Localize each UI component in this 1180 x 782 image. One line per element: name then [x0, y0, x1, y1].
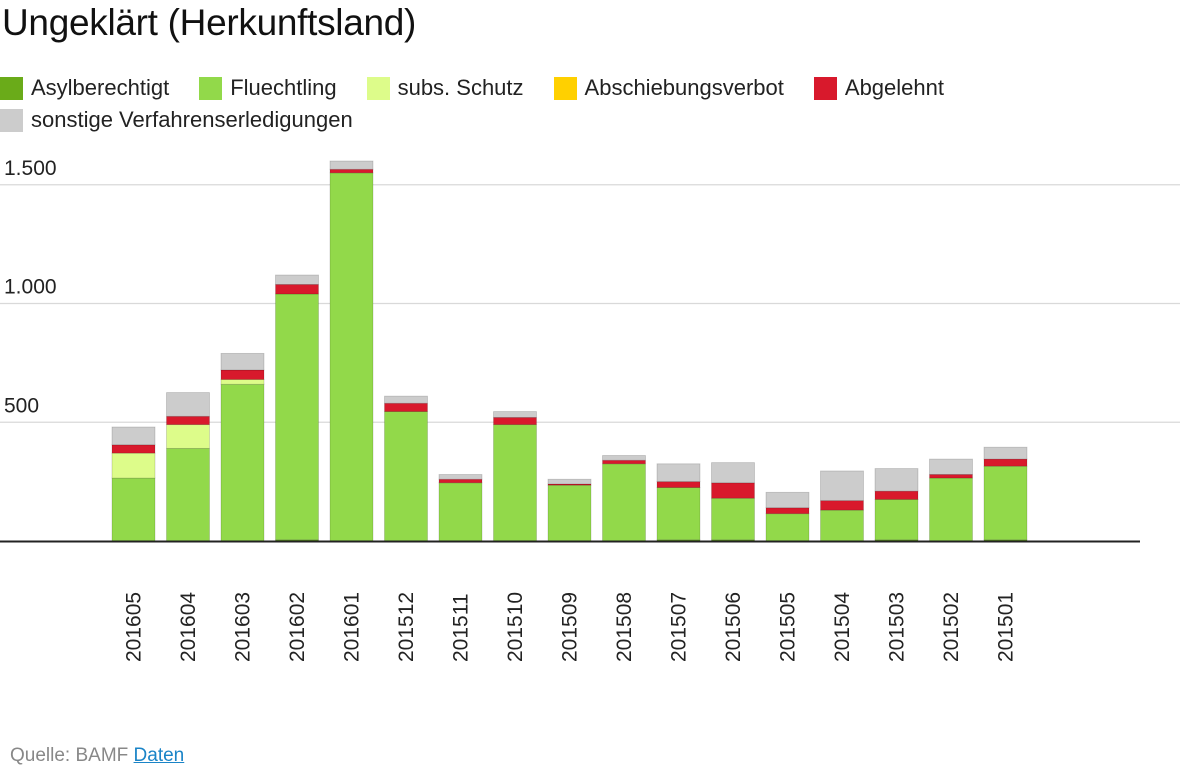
- bar-segment-abgelehnt[interactable]: [275, 284, 319, 295]
- bar-segment-sonstige-verfahrenserledigungen[interactable]: [384, 395, 428, 404]
- bar-segment-sonstige-verfahrenserledigungen[interactable]: [166, 392, 210, 417]
- legend-item-abschiebungsverbot[interactable]: Abschiebungsverbot: [553, 72, 784, 104]
- legend-item-fluechtling[interactable]: Fluechtling: [199, 72, 337, 104]
- bar-segment-abgelehnt[interactable]: [493, 417, 537, 426]
- bar-segment-sonstige-verfahrenserledigungen[interactable]: [656, 463, 701, 483]
- bar-segment-fluechtling[interactable]: [111, 477, 156, 542]
- bar-segment-fluechtling[interactable]: [929, 477, 973, 542]
- legend-swatch: [813, 76, 837, 100]
- bar-segment-fluechtling[interactable]: [602, 463, 646, 542]
- bar-segment-abgelehnt[interactable]: [874, 490, 919, 500]
- x-tick-label: 201506: [722, 592, 745, 662]
- bar-segment-abgelehnt[interactable]: [329, 168, 374, 174]
- bar-segment-fluechtling[interactable]: [656, 487, 701, 541]
- bar-segment-abgelehnt[interactable]: [820, 500, 864, 511]
- bar-segment-fluechtling[interactable]: [874, 499, 919, 541]
- bar-segment-fluechtling[interactable]: [384, 411, 428, 542]
- bar-segment-sonstige-verfahrenserledigungen[interactable]: [929, 458, 973, 475]
- bar-segment-abgelehnt[interactable]: [384, 402, 428, 412]
- bar-segment-abgelehnt[interactable]: [111, 444, 156, 454]
- x-tick-label: 201511: [450, 593, 473, 662]
- bar-segment-fluechtling[interactable]: [329, 172, 374, 542]
- legend-swatch: [0, 76, 23, 100]
- bar-segment-sonstige-verfahrenserledigungen[interactable]: [765, 491, 810, 509]
- bar-segment-sonstige-verfahrenserledigungen[interactable]: [820, 470, 864, 502]
- x-tick-label: 201510: [504, 592, 527, 662]
- bar-segment-sonstige-verfahrenserledigungen[interactable]: [220, 352, 265, 371]
- x-tick-label: 201603: [232, 592, 255, 662]
- x-tick-label: 201604: [177, 592, 200, 662]
- y-tick-label: 1.000: [4, 276, 57, 299]
- bar-segment-fluechtling[interactable]: [983, 465, 1028, 541]
- legend-swatch: [553, 76, 577, 100]
- x-tick-label: 201509: [559, 592, 582, 662]
- x-tick-label: 201508: [613, 592, 636, 662]
- source-link[interactable]: Daten: [133, 745, 185, 766]
- bar-segment-sonstige-verfahrenserledigungen[interactable]: [329, 160, 374, 170]
- bar-segment-sonstige-verfahrenserledigungen[interactable]: [111, 426, 156, 446]
- bar-segment-sonstige-verfahrenserledigungen[interactable]: [602, 455, 646, 461]
- bar-segment-fluechtling[interactable]: [275, 293, 319, 541]
- x-tick-label: 201502: [940, 592, 963, 662]
- bar-segment-sonstige-verfahrenserledigungen[interactable]: [275, 274, 319, 285]
- bar-segment-sonstige-verfahrenserledigungen[interactable]: [983, 446, 1028, 460]
- y-tick-label: 500: [4, 394, 39, 417]
- bar-segment-fluechtling[interactable]: [547, 484, 592, 542]
- bar-segment-sonstige-verfahrenserledigungen[interactable]: [874, 468, 919, 492]
- bar-segment-abgelehnt[interactable]: [166, 415, 210, 426]
- x-tick-label: 201501: [995, 592, 1018, 662]
- x-tick-label: 201512: [395, 592, 418, 662]
- legend-swatch: [199, 76, 223, 100]
- bar-segment-subs-schutz[interactable]: [166, 424, 210, 449]
- bar-segment-subs-schutz[interactable]: [220, 379, 265, 385]
- x-tick-label: 201505: [777, 592, 800, 662]
- bar-segment-fluechtling[interactable]: [711, 497, 755, 541]
- legend-swatch: [0, 108, 23, 132]
- bar-segment-fluechtling[interactable]: [765, 513, 810, 542]
- legend-label: Abgelehnt: [844, 75, 944, 100]
- x-tick-label: 201605: [123, 592, 146, 662]
- legend-item-abgelehnt[interactable]: Abgelehnt: [813, 72, 944, 104]
- legend-label: sonstige Verfahrenserledigungen: [31, 107, 353, 132]
- bar-segment-abgelehnt[interactable]: [656, 481, 701, 488]
- bar-segment-fluechtling[interactable]: [220, 383, 265, 542]
- legend-item-subs-schutz[interactable]: subs. Schutz: [366, 72, 524, 104]
- bar-segment-sonstige-verfahrenserledigungen[interactable]: [711, 462, 755, 484]
- x-tick-label: 201504: [831, 592, 854, 662]
- bar-segment-subs-schutz[interactable]: [111, 452, 156, 479]
- legend-item-asylberechtigt[interactable]: Asylberechtigt: [0, 72, 169, 104]
- source-line: Quelle: BAMF Daten: [10, 745, 184, 767]
- x-tick-label: 201507: [668, 592, 691, 662]
- bar-segment-sonstige-verfahrenserledigungen[interactable]: [547, 478, 592, 485]
- bar-segment-fluechtling[interactable]: [166, 447, 210, 542]
- bar-segment-fluechtling[interactable]: [820, 509, 864, 542]
- legend-swatch: [366, 76, 390, 100]
- bar-segment-abgelehnt[interactable]: [929, 474, 973, 479]
- x-tick-label: 201503: [886, 592, 909, 662]
- bar-segment-abgelehnt[interactable]: [438, 478, 483, 484]
- bar-segment-abgelehnt[interactable]: [220, 369, 265, 380]
- x-tick-label: 201602: [286, 592, 309, 662]
- chart-legend: Asylberechtigt Fluechtling subs. Schutz …: [0, 72, 1000, 136]
- x-tick-label: 201601: [341, 592, 364, 662]
- bar-segment-abgelehnt[interactable]: [602, 459, 646, 465]
- bar-segment-sonstige-verfahrenserledigungen[interactable]: [493, 411, 537, 418]
- chart-title: Ungeklärt (Herkunftsland): [2, 2, 417, 43]
- source-label: Quelle: BAMF: [10, 745, 129, 766]
- bar-segment-abgelehnt[interactable]: [711, 482, 755, 499]
- bar-segment-abgelehnt[interactable]: [765, 507, 810, 515]
- bar-segment-sonstige-verfahrenserledigungen[interactable]: [438, 474, 483, 480]
- bar-segment-abgelehnt[interactable]: [983, 458, 1028, 467]
- bar-segment-fluechtling[interactable]: [438, 482, 483, 542]
- chart-canvas: 500 1.000 1.500 201605 201604 201603 201602 201…: [0, 157, 1180, 662]
- legend-label: Abschiebungsverbot: [584, 75, 784, 100]
- legend-label: Asylberechtigt: [31, 75, 170, 100]
- legend-label: subs. Schutz: [397, 75, 524, 100]
- legend-item-sonstige[interactable]: sonstige Verfahrenserledigungen: [0, 104, 353, 136]
- y-tick-label: 1.500: [4, 157, 57, 180]
- legend-label: Fluechtling: [230, 75, 337, 100]
- bar-segment-fluechtling[interactable]: [493, 424, 537, 542]
